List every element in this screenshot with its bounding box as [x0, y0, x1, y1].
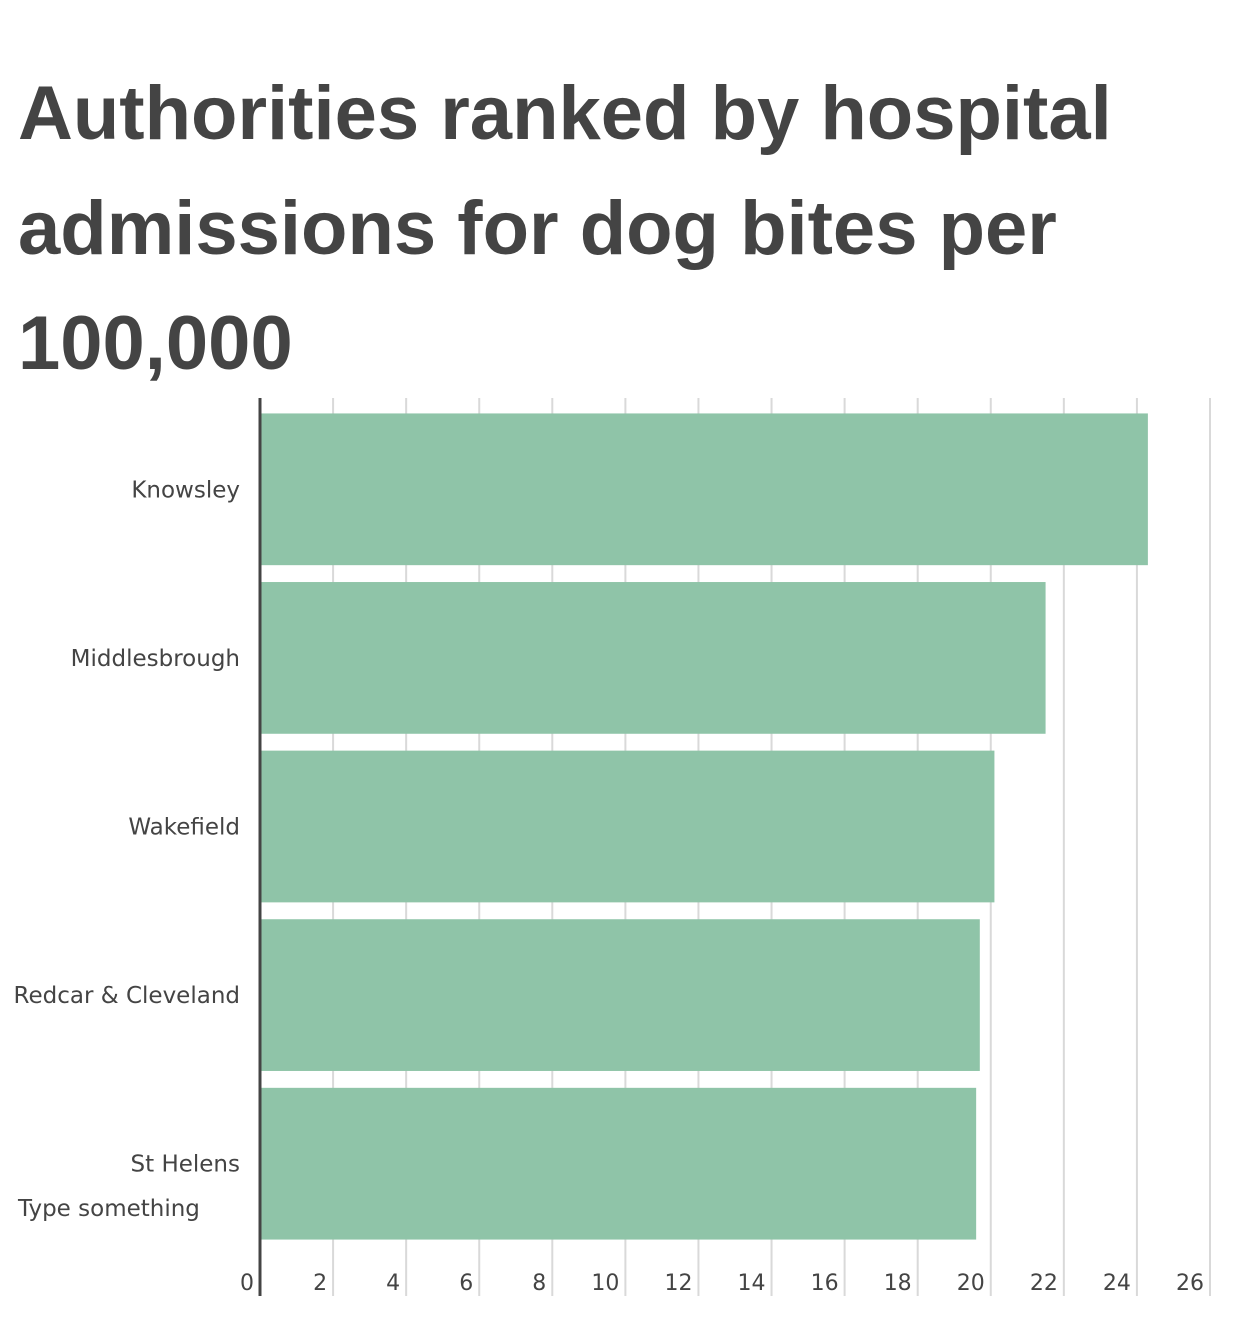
bar: [260, 919, 980, 1071]
x-tick-label: 20: [957, 1271, 985, 1296]
x-tick-label: 14: [738, 1271, 766, 1296]
category-label: Middlesbrough: [71, 646, 240, 672]
x-tick-label: 22: [1030, 1271, 1058, 1296]
category-label: St Helens: [131, 1152, 240, 1178]
x-tick-label: 12: [664, 1271, 692, 1296]
x-tick-label: 16: [811, 1271, 839, 1296]
x-tick-label: 0: [240, 1271, 254, 1296]
category-label: Wakefield: [128, 815, 240, 841]
x-tick-label: 26: [1176, 1271, 1204, 1296]
annotation-text: Type something: [17, 1196, 200, 1222]
category-label: Redcar & Cleveland: [14, 983, 240, 1009]
x-tick-label: 2: [313, 1271, 327, 1296]
bar: [260, 750, 995, 903]
x-tick-label: 6: [459, 1271, 473, 1296]
category-labels: Knowsley Middlesbrough Wakefield Redcar & C…: [14, 477, 240, 1177]
bar: [260, 1087, 977, 1240]
bar: [260, 413, 1148, 566]
x-tick-label: 10: [591, 1271, 619, 1296]
x-tick-label: 8: [532, 1271, 546, 1296]
x-tick-label: 4: [386, 1271, 400, 1296]
bar: [260, 582, 1046, 734]
category-label: Knowsley: [131, 477, 240, 503]
chart-title: Authorities ranked by hospital admission…: [18, 71, 1112, 386]
x-tick-label: 18: [884, 1271, 912, 1296]
tick-labels: 0 2 4 6 8 10 12 14 16 18 20 22 24 26: [240, 1271, 1204, 1296]
x-tick-label: 24: [1103, 1271, 1131, 1296]
bars: [260, 413, 1148, 1240]
